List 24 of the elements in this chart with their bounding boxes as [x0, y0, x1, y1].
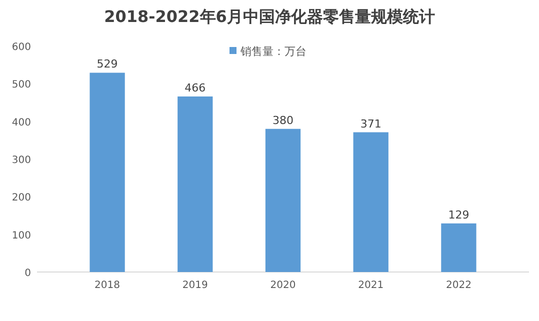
legend-label: 销售量：万台 [240, 45, 306, 58]
bar [353, 132, 388, 272]
y-tick-label: 600 [12, 42, 31, 53]
y-tick-label: 100 [12, 230, 31, 242]
y-tick-label: 500 [12, 80, 31, 91]
data-label: 380 [272, 114, 294, 127]
bar [178, 96, 213, 272]
y-tick-label: 300 [12, 155, 31, 166]
bar [441, 223, 476, 272]
data-label: 466 [184, 81, 206, 94]
y-tick-label: 0 [24, 268, 31, 279]
data-label: 529 [96, 58, 118, 71]
x-tick-label: 2022 [446, 280, 472, 291]
data-label: 129 [448, 208, 470, 222]
x-tick-label: 2019 [182, 280, 208, 291]
x-tick-label: 2018 [94, 280, 120, 291]
x-tick-label: 2021 [358, 280, 384, 291]
bar [265, 128, 301, 272]
chart-title: 2018-2022年6月中国净化器零售量规模统计 [104, 7, 435, 26]
data-label: 371 [360, 117, 382, 130]
y-tick-label: 400 [12, 117, 31, 128]
bar [90, 72, 125, 272]
x-tick-label: 2020 [270, 280, 296, 291]
y-tick-label: 200 [12, 192, 31, 204]
